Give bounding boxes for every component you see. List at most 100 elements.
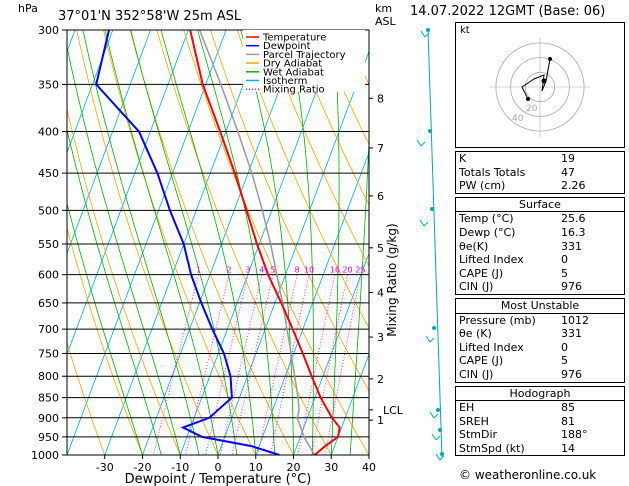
surface-label: CAPE (J): [459, 266, 504, 280]
wind-barb: [429, 411, 439, 419]
pressure-tick-label: 300: [38, 24, 59, 37]
pressure-axis: 300 350 400 450 500 550 600 650 700 750 800 850 900 9…: [31, 24, 67, 462]
legend-label: Dewpoint: [263, 41, 311, 52]
hodograph-ring-label: 40: [512, 114, 524, 124]
surface-title: Surface: [456, 198, 624, 213]
hpa-label: hPa: [18, 2, 38, 15]
surface-value: 976: [561, 280, 582, 294]
most-unstable-label: CAPE (J): [459, 354, 504, 368]
hodograph-row: SREH 81: [456, 415, 624, 429]
legend-label: Mixing Ratio: [263, 85, 325, 96]
index-label: PW (cm): [459, 179, 506, 193]
hodograph-ring-label: 20: [526, 104, 538, 114]
hodograph-label: StmSpd (kt): [459, 441, 525, 455]
wind-marker: [430, 207, 434, 211]
index-value: 2.26: [561, 179, 586, 193]
wind-barb: [420, 30, 430, 38]
kt-label: kt: [460, 25, 470, 36]
height-tick-label: 6: [377, 190, 384, 203]
profile-lines: [95, 30, 341, 455]
surface-value: 16.3: [561, 225, 586, 239]
mixing-ratio-label: 10: [304, 266, 314, 275]
pressure-tick-label: 700: [38, 323, 59, 336]
wind-marker: [436, 408, 440, 412]
hodograph-title: Hodograph: [456, 387, 624, 402]
isotherm-line: [330, 353, 369, 455]
hodograph-label: EH: [459, 401, 475, 415]
most-unstable-label: Pressure (mb): [459, 313, 536, 327]
km-label: km: [375, 2, 392, 15]
index-label: K: [459, 152, 467, 165]
wind-barbs: [416, 28, 445, 461]
dry-adiabat-line: [263, 30, 369, 267]
wind-barb: [425, 335, 435, 343]
pressure-tick-label: 400: [38, 126, 59, 139]
pressure-tick-label: 900: [38, 412, 59, 425]
most-unstable-row: θe (K) 331: [456, 327, 624, 341]
most-unstable-label: θe (K): [459, 327, 492, 341]
surface-box: Surface Temp (°C) 25.6 Dewp (°C) 16.3 θe(K) 3…: [455, 196, 625, 295]
temperature-tick-label: 10: [249, 461, 263, 474]
hodograph-value: 85: [561, 401, 575, 415]
mixing-ratio-label: 3: [245, 266, 250, 275]
pressure-tick-label: 450: [38, 167, 59, 180]
height-tick-label: 4: [377, 286, 384, 299]
surface-row: Lifted Index 0: [456, 253, 624, 267]
temperature-axis: -30 -20 -10 0 10 20 30 40: [96, 455, 376, 474]
surface-label: Dewp (°C): [459, 225, 516, 239]
copyright-footer: © weatheronline.co.uk: [459, 468, 597, 482]
background-lines: [67, 30, 369, 455]
wind-marker: [438, 428, 442, 432]
mixing-ratio-labels: 1 2 3 4 5 8 10 16 20 25: [196, 266, 366, 275]
temperature-tick-label: -20: [134, 461, 152, 474]
surface-row: CIN (J) 976: [456, 280, 624, 294]
mixing-ratio-label: 16: [330, 266, 340, 275]
pressure-tick-label: 500: [38, 204, 59, 217]
index-value: 19: [561, 152, 575, 165]
legend-label: Parcel Trajectory: [263, 50, 346, 61]
hodograph-point: [548, 57, 552, 61]
info-panel: kt 20 40 K 19 Totals Totals 47 PW (cm) 2.26 Su…: [455, 22, 625, 459]
dry-adiabat-line: [67, 107, 181, 455]
mixing-ratio-label: 2: [226, 266, 231, 275]
wet-adiabat-line: [82, 30, 200, 455]
surface-row: CAPE (J) 5: [456, 267, 624, 281]
temperature-tick-label: 20: [287, 461, 301, 474]
mixing-ratio-label: 1: [196, 266, 201, 275]
hodograph-row: StmDir 188°: [456, 428, 624, 442]
mixing-ratio-line: [297, 274, 336, 455]
mixing-ratio-line: [310, 274, 348, 455]
mixing-ratio-label: 20: [342, 266, 352, 275]
isotherm-line: [67, 30, 227, 455]
most-unstable-row: Pressure (mb) 1012: [456, 314, 624, 328]
surface-value: 0: [561, 253, 568, 267]
pressure-tick-label: 850: [38, 392, 59, 405]
wind-marker: [440, 452, 444, 456]
mixing-ratio-line: [324, 274, 361, 455]
pressure-tick-label: 600: [38, 269, 59, 282]
hodograph-label: StmDir: [459, 428, 498, 442]
hodograph-box: kt 20 40: [455, 22, 625, 148]
surface-label: CIN (J): [459, 280, 494, 294]
hodograph-row: StmSpd (kt) 14: [456, 442, 624, 456]
most-unstable-value: 5: [561, 354, 568, 368]
height-tick-label: LCL: [383, 404, 404, 417]
mixing-ratio-line: [269, 274, 310, 455]
parcel-trajectory-line: [198, 30, 316, 455]
hodograph-stats-box: Hodograph EH 85 SREH 81 StmDir 188° StmSpd (kt…: [455, 385, 625, 457]
asl-label: ASL: [375, 15, 397, 28]
legend-background: [243, 30, 365, 92]
legend-label: Wet Adiabat: [263, 67, 324, 78]
pressure-tick-label: 750: [38, 347, 59, 360]
wind-barb: [416, 139, 426, 147]
temperature-tick-label: -30: [96, 461, 114, 474]
pressure-tick-label: 800: [38, 370, 59, 383]
mixing-ratio-axis-label: Mixing Ratio (g/kg): [385, 223, 399, 336]
pressure-tick-label: 1000: [31, 449, 59, 462]
mixing-ratio-line: [231, 274, 274, 455]
height-tick-label: 2: [377, 373, 384, 386]
hodograph-value: 14: [561, 441, 575, 455]
storm-motion-marker: [541, 78, 547, 84]
